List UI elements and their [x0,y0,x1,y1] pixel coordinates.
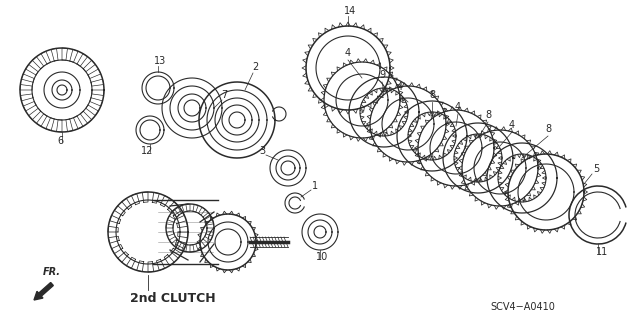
Text: 4: 4 [455,102,461,112]
Text: 10: 10 [316,252,328,262]
Text: 5: 5 [593,164,599,174]
Text: 4: 4 [509,120,515,130]
Text: 4: 4 [397,82,403,92]
Text: FR.: FR. [43,267,61,277]
Text: 3: 3 [259,146,265,156]
Text: 13: 13 [154,56,166,66]
Text: 8: 8 [429,90,435,100]
Text: 12: 12 [141,146,153,156]
Text: 8: 8 [545,124,551,134]
Text: 1: 1 [312,181,318,191]
Text: 9: 9 [379,70,385,80]
Text: 4: 4 [345,48,351,58]
Text: 14: 14 [344,6,356,16]
FancyArrow shape [34,283,53,300]
Text: SCV4−A0410: SCV4−A0410 [490,302,555,312]
Text: 7: 7 [221,90,227,100]
Text: 11: 11 [596,247,608,257]
Text: 8: 8 [485,110,491,120]
Text: 2: 2 [252,62,258,72]
Text: 6: 6 [57,136,63,146]
Text: 2nd CLUTCH: 2nd CLUTCH [130,292,216,305]
